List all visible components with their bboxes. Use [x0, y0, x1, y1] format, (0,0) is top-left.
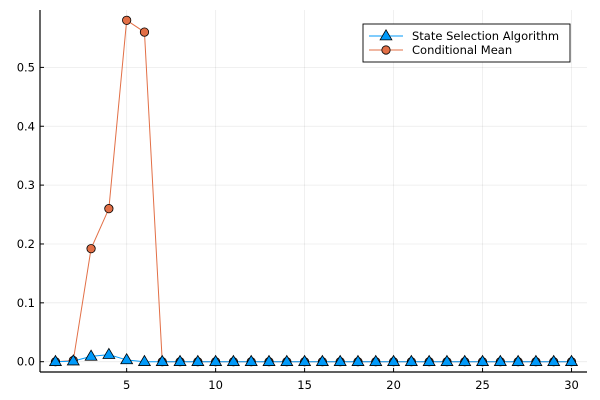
series-1-point-10 [209, 354, 223, 366]
series-1-point-19 [369, 354, 383, 366]
legend-marker-2 [381, 45, 391, 55]
series-1-point-11 [226, 354, 241, 366]
legend-box [362, 23, 571, 63]
series-1-point-18 [351, 354, 365, 366]
x-tick-label-4: 25 [475, 378, 490, 392]
y-tick-label-0: 0.0 [17, 355, 35, 369]
series-1-point-5 [120, 352, 134, 365]
series-2-point-4 [104, 204, 114, 214]
series-1-point-30 [564, 354, 579, 366]
plot-area [48, 15, 579, 367]
series-1-point-25 [475, 354, 490, 366]
series-1-point-1 [48, 354, 63, 366]
legend-marker-1 [379, 29, 393, 41]
series-1-point-8 [173, 354, 187, 366]
series-1-markers [48, 347, 579, 366]
y-tick-label-3: 0.3 [17, 178, 35, 192]
series-1-point-7 [155, 354, 169, 366]
series-1-point-23 [440, 354, 454, 366]
series-1-point-21 [404, 354, 418, 366]
legend-label-1: State Selection Algorithm [412, 29, 559, 43]
series-1-point-13 [262, 354, 276, 366]
series-1-point-20 [386, 354, 401, 366]
series-2-point-5 [122, 15, 132, 25]
series-1-point-27 [511, 354, 525, 366]
legend-label-2: Conditional Mean [412, 43, 512, 57]
series-1-point-14 [280, 354, 294, 366]
x-tick-label-1: 10 [208, 378, 223, 392]
series-1-point-2 [66, 354, 80, 366]
series-1-point-15 [298, 354, 312, 366]
series-1-point-3 [84, 349, 98, 361]
x-tick-label-5: 30 [564, 378, 579, 392]
series-1-point-22 [422, 354, 436, 366]
y-tick-label-1: 0.1 [17, 296, 35, 310]
series-1-point-24 [458, 354, 472, 366]
series-1-point-4 [102, 347, 116, 359]
series-1-point-26 [493, 354, 507, 366]
y-tick-label-5: 0.5 [17, 60, 35, 74]
grid [40, 10, 587, 372]
series-1-point-28 [529, 354, 543, 366]
x-tick-label-0: 5 [123, 378, 130, 392]
series-1-point-12 [244, 354, 258, 366]
x-tick-label-3: 20 [386, 378, 401, 392]
axes: 5 10 15 20 25 30 0.0 0.1 0.2 0.3 0.4 0.5 [17, 10, 587, 392]
x-tick-label-2: 15 [297, 378, 312, 392]
series-1-point-16 [315, 354, 329, 366]
y-tick-label-2: 0.2 [17, 237, 35, 251]
series-1-point-9 [191, 354, 205, 366]
series-2-point-3 [86, 244, 96, 254]
y-tick-label-4: 0.4 [17, 119, 35, 133]
series-2-point-6 [139, 27, 150, 37]
series-1-point-6 [137, 354, 152, 366]
series-1-point-17 [333, 354, 347, 366]
series-1-point-29 [547, 354, 561, 366]
